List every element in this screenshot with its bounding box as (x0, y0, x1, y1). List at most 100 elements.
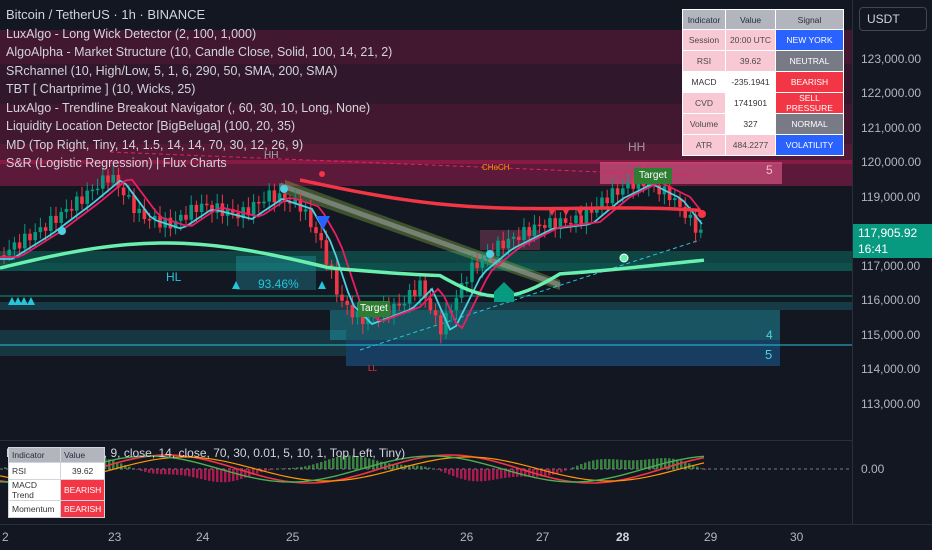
histogram-bar (700, 468, 703, 469)
candle-body (569, 222, 573, 225)
candle-body (678, 198, 682, 207)
indicator-label[interactable]: SRchannel (10, High/Low, 5, 1, 6, 290, 5… (6, 63, 338, 78)
candle-body (101, 175, 105, 189)
candle-body (309, 209, 313, 228)
trendline (279, 182, 561, 288)
time-tick: 28 (616, 530, 630, 544)
indicator-legend: Bitcoin / TetherUS · 1h · BINANCE LuxAlg… (6, 6, 392, 173)
currency-button[interactable]: USDT (859, 7, 927, 31)
oscillator-pane[interactable]: M MOS | ( 1 2, 2 6, 9, close, 14, close,… (0, 440, 852, 524)
histogram-bar (344, 455, 347, 469)
candle-body (433, 310, 438, 316)
candle-body (673, 198, 677, 201)
histogram-bar (180, 469, 183, 476)
candle-body (532, 224, 537, 236)
candle-body (355, 311, 360, 318)
histogram-bar (204, 469, 207, 480)
table-cell: Volume (682, 113, 726, 135)
target-label: Target (360, 303, 388, 314)
histogram-bar (392, 463, 395, 469)
zone-count-label: 4 (766, 328, 773, 342)
choch-label: CHoCH (482, 163, 510, 172)
histogram-bar (644, 459, 647, 469)
ema-slow-line (0, 241, 705, 298)
price-tick: 117,000.00 (861, 259, 921, 273)
price-tick: 123,000.00 (861, 52, 922, 66)
candle-body (257, 201, 261, 204)
histogram-bar (336, 457, 339, 469)
ema-fast-line (0, 179, 703, 331)
hl-label: HL (166, 270, 182, 284)
histogram-bar (196, 469, 199, 479)
candle-body (69, 208, 74, 211)
price-tick: 115,000.00 (861, 328, 921, 342)
histogram-bar (352, 455, 355, 469)
histogram-bar (160, 469, 163, 475)
signal-badge: VOLATILITY (775, 134, 844, 156)
histogram-bar (168, 469, 171, 475)
indicator-label[interactable]: Liquidity Location Detector [BigBeluga] … (6, 119, 296, 133)
candle-body (90, 189, 95, 192)
histogram-bar (148, 469, 151, 473)
histogram-bar (520, 469, 523, 477)
target-label: Target (639, 170, 667, 181)
histogram-bar (412, 465, 415, 469)
candle-body (454, 297, 459, 311)
price-tick: 116,000.00 (861, 293, 921, 307)
hh-label: HH (264, 150, 279, 161)
candlestick-series (2, 164, 703, 344)
main-chart[interactable]: Bitcoin / TetherUS · 1h · BINANCE LuxAlg… (0, 0, 852, 440)
table-cell: RSI (8, 462, 61, 480)
histogram-bar (608, 459, 611, 469)
histogram-bar (684, 461, 687, 469)
indicator-label[interactable]: LuxAlgo - Trendline Breakout Navigator (… (6, 100, 371, 115)
histogram-bar (592, 460, 595, 469)
oscillator-legend[interactable]: M MOS | ( 1 2, 2 6, 9, close, 14, close,… (6, 446, 406, 460)
price-scale[interactable]: USDT 123,000.00 122,000.00 121,000.00 12… (852, 0, 932, 524)
histogram-bar (164, 469, 167, 475)
time-axis[interactable]: 2 23 24 25 26 27 28 29 30 (0, 524, 932, 550)
indicator-label[interactable]: AlgoAlpha - Market Structure (10, Candle… (6, 45, 393, 59)
liquidity-zone (0, 330, 346, 356)
histogram-bar (424, 466, 427, 469)
symbol-title[interactable]: Bitcoin / TetherUS · 1h · BINANCE (6, 7, 206, 22)
time-tick: 29 (704, 530, 718, 544)
indicator-label[interactable]: LuxAlgo - Long Wick Detector (2, 100, 1,… (6, 26, 257, 41)
candle-body (589, 209, 594, 213)
dashed-support (359, 239, 701, 351)
histogram-bar (364, 457, 367, 469)
price-tick: 114,000.00 (861, 362, 921, 376)
histogram-bar (284, 468, 287, 469)
candle-body (683, 206, 687, 218)
histogram-bar (312, 464, 315, 469)
indicator-label[interactable]: TBT [ Chartprime ] (10, Wicks, 25) (6, 82, 196, 96)
candle-body (153, 215, 157, 220)
histogram-bar (460, 469, 463, 479)
table-cell: -235.1941 (725, 71, 776, 93)
candle-body (631, 182, 635, 189)
candle-body (184, 214, 188, 220)
histogram-bar (552, 469, 555, 475)
candle-body (59, 211, 63, 223)
candle-body (527, 227, 531, 236)
histogram-bar (704, 469, 707, 470)
zone-count-label: 5 (766, 163, 773, 177)
candle-body (85, 190, 89, 204)
candle-body (7, 249, 11, 256)
indicator-label[interactable]: S&R (Logistic Regression) | Flux Charts (6, 156, 227, 170)
candle-body (319, 233, 323, 241)
buy-arrow-icon (494, 282, 514, 302)
histogram-bar (612, 459, 615, 469)
indicator-label[interactable]: MD (Top Right, Tiny, 14, 1.5, 14, 14, 70… (6, 137, 304, 152)
candle-body (444, 312, 448, 335)
liquidity-zone (0, 302, 852, 310)
time-tick: 2 (2, 530, 9, 544)
candle-body (439, 315, 443, 335)
histogram-bar (220, 469, 223, 483)
histogram-bar (472, 469, 475, 482)
histogram-bar (680, 460, 683, 469)
histogram-bar (244, 469, 247, 478)
table-row: MACD -235.1941 BEARISH (682, 71, 844, 93)
candle-body (423, 280, 427, 299)
bar-countdown: 16:41 (858, 242, 889, 256)
